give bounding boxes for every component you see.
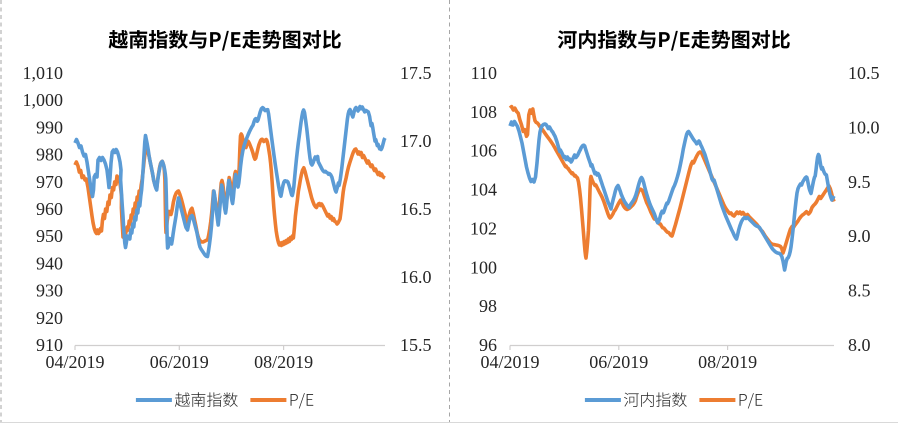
svg-text:100: 100 xyxy=(470,257,497,277)
svg-text:8.5: 8.5 xyxy=(848,281,871,301)
svg-text:9.5: 9.5 xyxy=(848,172,871,192)
svg-text:910: 910 xyxy=(36,335,63,355)
svg-text:10.5: 10.5 xyxy=(848,63,880,83)
svg-text:1,000: 1,000 xyxy=(23,90,64,110)
svg-text:16.0: 16.0 xyxy=(400,267,432,287)
svg-text:108: 108 xyxy=(470,102,497,122)
svg-text:04/2019: 04/2019 xyxy=(480,352,539,372)
svg-text:950: 950 xyxy=(36,226,63,246)
svg-text:10.0: 10.0 xyxy=(848,117,880,137)
svg-text:102: 102 xyxy=(470,218,497,238)
svg-text:990: 990 xyxy=(36,117,63,137)
svg-text:8.0: 8.0 xyxy=(848,335,871,355)
svg-text:96: 96 xyxy=(479,335,497,355)
svg-text:106: 106 xyxy=(470,141,497,161)
svg-text:06/2019: 06/2019 xyxy=(589,352,648,372)
svg-text:15.5: 15.5 xyxy=(400,335,432,355)
svg-text:940: 940 xyxy=(36,253,63,273)
svg-text:17.5: 17.5 xyxy=(400,63,432,83)
svg-text:960: 960 xyxy=(36,199,63,219)
svg-text:08/2019: 08/2019 xyxy=(698,352,757,372)
svg-text:16.5: 16.5 xyxy=(400,199,432,219)
svg-text:9.0: 9.0 xyxy=(848,226,871,246)
svg-text:98: 98 xyxy=(479,296,497,316)
svg-text:980: 980 xyxy=(36,145,63,165)
svg-text:17.0: 17.0 xyxy=(400,131,432,151)
svg-text:06/2019: 06/2019 xyxy=(150,352,209,372)
svg-text:920: 920 xyxy=(36,308,63,328)
svg-text:04/2019: 04/2019 xyxy=(45,352,104,372)
svg-text:930: 930 xyxy=(36,281,63,301)
svg-text:1,010: 1,010 xyxy=(23,63,64,83)
svg-text:970: 970 xyxy=(36,172,63,192)
svg-text:08/2019: 08/2019 xyxy=(254,352,313,372)
svg-text:110: 110 xyxy=(471,63,497,83)
svg-text:104: 104 xyxy=(470,180,497,200)
